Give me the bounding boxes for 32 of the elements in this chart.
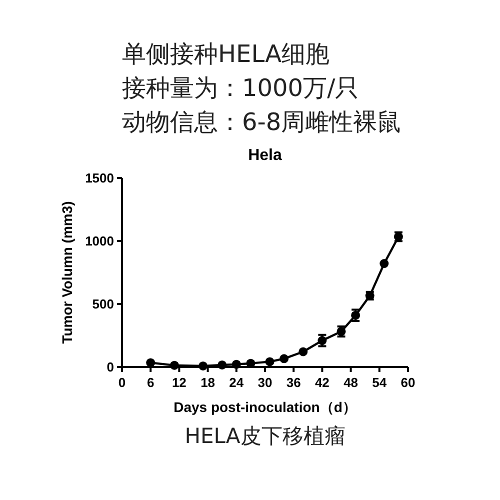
- point: [232, 360, 241, 369]
- y-tick-label: 0: [106, 360, 114, 374]
- x-tick-label: 54: [372, 375, 388, 390]
- x-tick-label: 48: [344, 375, 358, 390]
- x-tick-label: 0: [118, 375, 126, 390]
- point: [380, 259, 389, 268]
- text: 接种量为：1000万/只: [122, 74, 360, 102]
- point: [298, 347, 308, 356]
- point: [351, 310, 360, 320]
- x-axis-title: Days post-inoculation（d）: [174, 399, 356, 415]
- x-tick-label: 42: [314, 375, 330, 390]
- point: [280, 354, 289, 364]
- point: [265, 357, 274, 366]
- x-tick-label: 36: [286, 375, 301, 390]
- x-tick-label: 60: [400, 375, 416, 390]
- chart-title: Hela: [248, 147, 282, 164]
- text: 单侧接种HELA细胞: [122, 40, 330, 68]
- point: [218, 360, 227, 370]
- point: [198, 361, 208, 370]
- y-tick-label: 1000: [85, 234, 114, 248]
- point: [170, 360, 179, 370]
- x-tick-label: 6: [146, 375, 154, 390]
- x-tick-label: 24: [229, 375, 244, 390]
- x-tick-label: 30: [258, 375, 272, 390]
- point: [318, 336, 327, 346]
- text: 动物信息：6-8周雌性裸鼠: [122, 108, 402, 136]
- text: HELA皮下移植瘤: [184, 424, 346, 448]
- x-tick-label: 18: [200, 375, 216, 390]
- y-tick-label: 1500: [85, 170, 114, 186]
- y-tick-label: 500: [92, 296, 114, 312]
- x-tick-label: 12: [172, 375, 186, 390]
- y-axis-title: Tumor Volumn (mm3): [59, 201, 75, 344]
